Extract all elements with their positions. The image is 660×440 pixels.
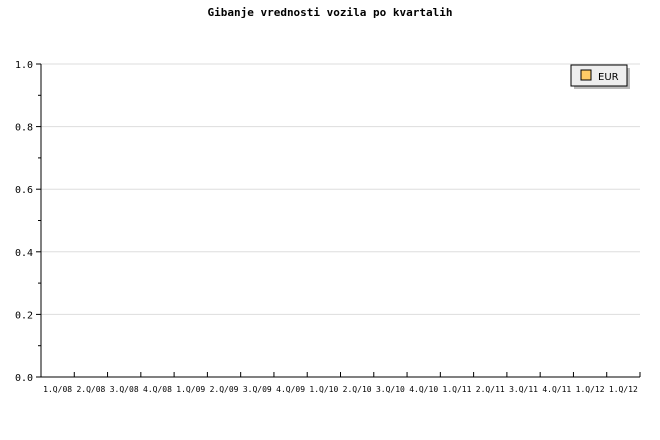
y-tick-label: 0.2	[15, 310, 33, 321]
x-tick-label: 1.Q/12	[609, 385, 638, 394]
x-tick-label: 4.Q/09	[276, 385, 305, 394]
x-tick-label: 1.Q/08	[43, 385, 72, 394]
y-tick-label: 0.4	[15, 248, 33, 259]
x-tick-label: 4.Q/11	[542, 385, 571, 394]
legend: EUR	[570, 64, 630, 89]
x-tick-label: 3.Q/11	[509, 385, 538, 394]
chart-title: Gibanje vrednosti vozila po kvartalih	[207, 6, 452, 19]
x-tick-label: 3.Q/10	[376, 385, 405, 394]
x-tick-label: 4.Q/08	[143, 385, 172, 394]
x-tick-label: 2.Q/10	[343, 385, 372, 394]
x-tick-label: 1.Q/11	[443, 385, 472, 394]
x-tick-label: 1.Q/09	[176, 385, 205, 394]
x-tick-label: 4.Q/10	[409, 385, 438, 394]
y-tick-label: 0.8	[15, 123, 33, 134]
x-tick-label: 2.Q/08	[76, 385, 105, 394]
y-tick-label: 1.0	[15, 60, 33, 71]
x-tick-label: 3.Q/08	[110, 385, 139, 394]
x-tick-label: 2.Q/09	[210, 385, 239, 394]
x-tick-label: 2.Q/11	[476, 385, 505, 394]
x-tick-label: 1.Q/12	[576, 385, 605, 394]
x-tick-label: 1.Q/10	[309, 385, 338, 394]
legend-label-eur: EUR	[598, 72, 619, 83]
legend-swatch-eur	[580, 69, 592, 81]
x-tick-label: 3.Q/09	[243, 385, 272, 394]
y-tick-label: 0.6	[15, 185, 33, 196]
y-tick-label: 0.0	[15, 373, 33, 384]
